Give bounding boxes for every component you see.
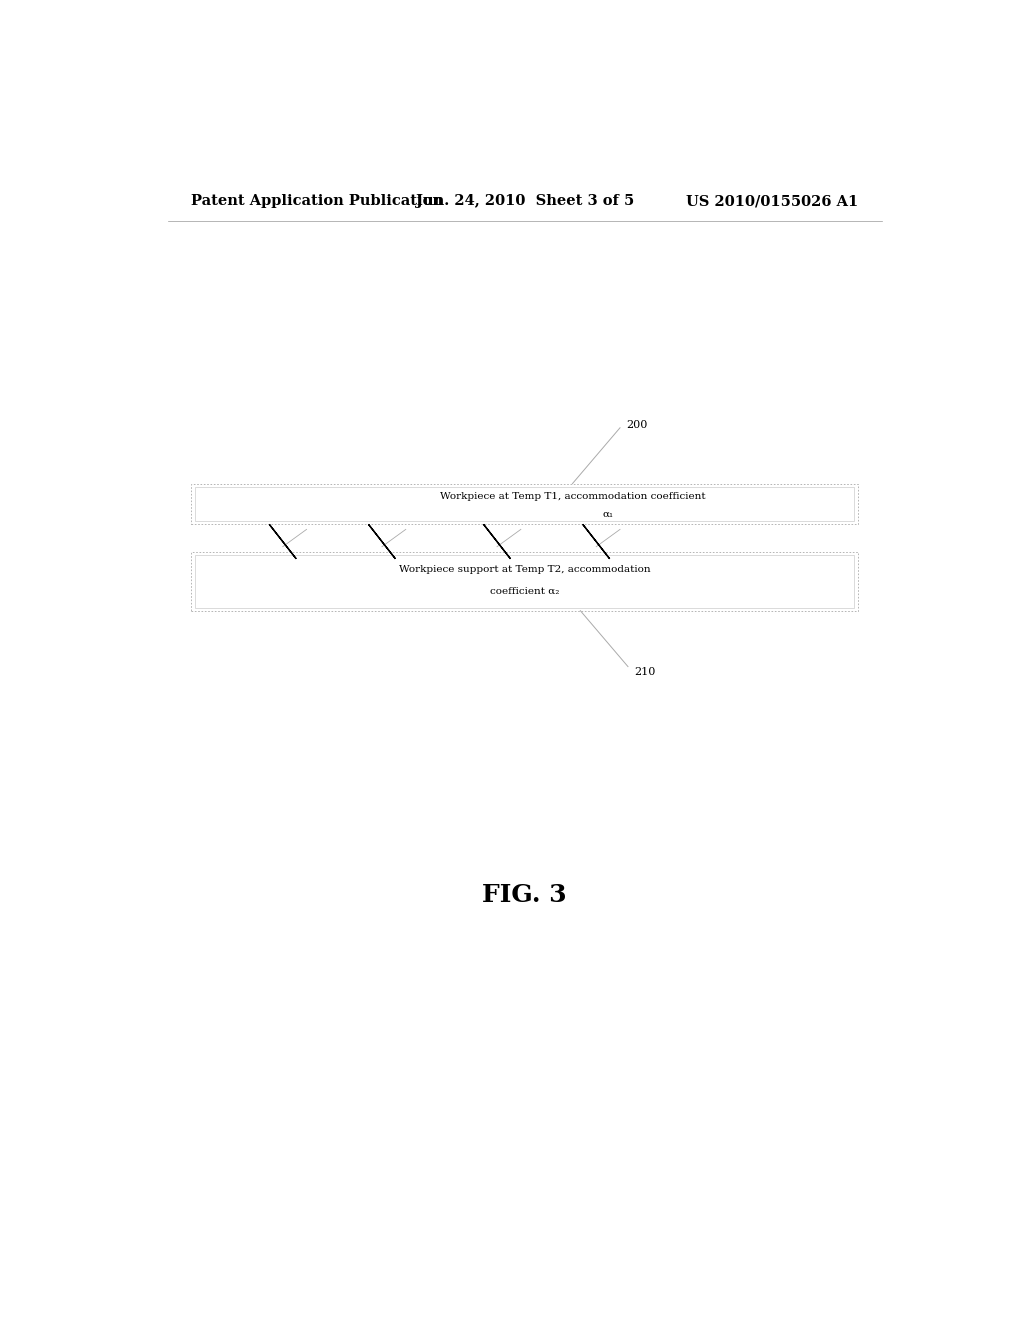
Text: 200: 200 [627, 420, 648, 430]
Polygon shape [269, 524, 296, 558]
Text: 210: 210 [634, 667, 655, 677]
Text: Patent Application Publication: Patent Application Publication [191, 194, 443, 209]
Polygon shape [583, 524, 609, 558]
Polygon shape [369, 524, 395, 558]
Text: coefficient α₂: coefficient α₂ [490, 587, 559, 595]
Bar [196, 554, 854, 607]
Bar [196, 487, 854, 521]
Text: Workpiece at Temp T1, accommodation coefficient: Workpiece at Temp T1, accommodation coef… [439, 492, 706, 502]
Text: US 2010/0155026 A1: US 2010/0155026 A1 [686, 194, 858, 209]
Text: FIG. 3: FIG. 3 [482, 883, 567, 907]
Bar [191, 552, 858, 611]
Text: α₁: α₁ [602, 510, 613, 519]
Polygon shape [483, 524, 511, 558]
Bar [191, 483, 858, 524]
Text: Jun. 24, 2010  Sheet 3 of 5: Jun. 24, 2010 Sheet 3 of 5 [416, 194, 634, 209]
Text: Workpiece support at Temp T2, accommodation: Workpiece support at Temp T2, accommodat… [399, 565, 650, 573]
